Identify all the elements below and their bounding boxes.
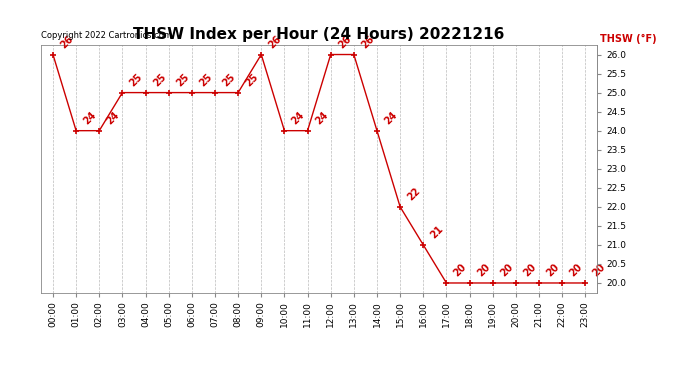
Text: 20: 20 [568, 262, 584, 279]
Text: 26: 26 [267, 34, 284, 50]
Text: 24: 24 [105, 110, 121, 126]
Text: 25: 25 [128, 72, 145, 88]
Text: 25: 25 [244, 72, 260, 88]
Text: 24: 24 [290, 110, 306, 126]
Text: 20: 20 [452, 262, 469, 279]
Text: 20: 20 [522, 262, 538, 279]
Text: 20: 20 [544, 262, 561, 279]
Text: THSW (°F): THSW (°F) [600, 34, 657, 44]
Text: 26: 26 [336, 34, 353, 50]
Text: 24: 24 [313, 110, 330, 126]
Text: 24: 24 [81, 110, 98, 126]
Text: 21: 21 [428, 224, 446, 241]
Text: 22: 22 [406, 186, 422, 202]
Text: 20: 20 [498, 262, 515, 279]
Title: THSW Index per Hour (24 Hours) 20221216: THSW Index per Hour (24 Hours) 20221216 [133, 27, 505, 42]
Text: 25: 25 [221, 72, 237, 88]
Text: 25: 25 [151, 72, 168, 88]
Text: 20: 20 [475, 262, 492, 279]
Text: 26: 26 [359, 34, 376, 50]
Text: 25: 25 [175, 72, 191, 88]
Text: 24: 24 [382, 110, 399, 126]
Text: 20: 20 [591, 262, 607, 279]
Text: Copyright 2022 Cartronics.com: Copyright 2022 Cartronics.com [41, 31, 172, 40]
Text: 25: 25 [197, 72, 214, 88]
Text: 26: 26 [59, 34, 75, 50]
